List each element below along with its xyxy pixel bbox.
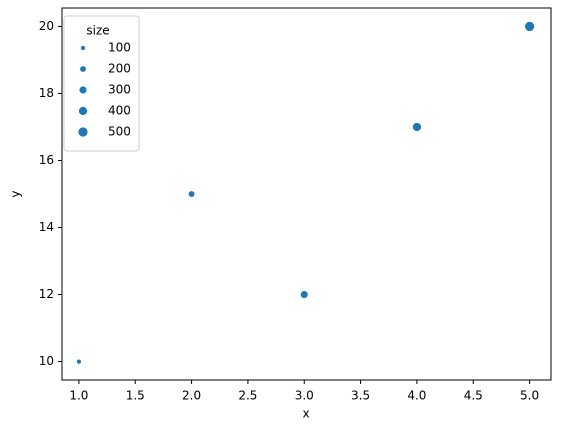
legend-marker [78, 106, 88, 116]
x-tick-label: 4.5 [464, 389, 483, 403]
x-tick-label: 3.5 [351, 389, 370, 403]
legend-marker [77, 126, 89, 138]
x-tick-label: 2.0 [182, 389, 201, 403]
scatter-point [76, 358, 82, 365]
legend-label: 500 [108, 125, 131, 139]
x-tick-label: 3.0 [295, 389, 314, 403]
y-axis-label: y [9, 190, 23, 197]
x-tick-label: 2.5 [238, 389, 257, 403]
y-tick-label: 12 [39, 287, 54, 301]
y-tick-label: 18 [39, 86, 54, 100]
legend-marker [79, 65, 87, 73]
legend-marker [80, 45, 86, 51]
plot-frame [61, 7, 552, 381]
legend-marker [78, 85, 88, 95]
x-tick-label: 1.0 [69, 389, 88, 403]
y-tick-label: 14 [39, 220, 54, 234]
y-tick-label: 16 [39, 153, 54, 167]
legend-label: 200 [108, 62, 131, 76]
x-axis-label: x [302, 407, 309, 421]
y-tick-label: 10 [39, 354, 54, 368]
x-tick-label: 1.5 [126, 389, 145, 403]
legend-label: 100 [108, 41, 131, 55]
legend-title: size [86, 24, 109, 38]
x-tick-label: 5.0 [520, 389, 539, 403]
scatter-point [187, 190, 196, 198]
x-tick-label: 4.0 [407, 389, 426, 403]
scatter-point [412, 122, 422, 132]
scatter-point [299, 290, 309, 299]
scatter-point [524, 21, 535, 32]
y-tick-label: 20 [39, 19, 54, 33]
legend-label: 400 [108, 104, 131, 118]
legend-label: 300 [108, 83, 131, 97]
